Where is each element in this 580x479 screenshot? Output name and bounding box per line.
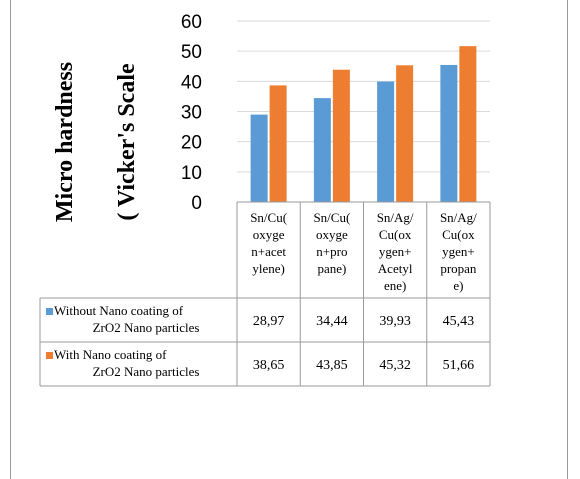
y-tick-label: 30 — [181, 103, 202, 124]
bar — [377, 81, 395, 202]
chart-frame — [10, 0, 568, 479]
category-label: Sn/Ag/ — [377, 210, 414, 225]
category-label: Sn/Ag/ — [440, 210, 477, 225]
bars — [250, 46, 477, 203]
legend-label: Without Nano coating of — [54, 303, 184, 318]
y-tick-label: 40 — [181, 72, 202, 93]
data-table: Sn/Cu( oxyge n+acet ylene) Sn/Cu( oxyge n+pro p… — [39, 201, 491, 387]
legend-label: ZrO2 Nano particles — [93, 364, 200, 379]
data-label: 51,66 — [443, 358, 475, 373]
legend-key — [46, 352, 53, 359]
y-tick-label: 10 — [181, 163, 202, 184]
data-label: 38,65 — [253, 358, 285, 373]
legend-label: ZrO2 Nano particles — [93, 320, 200, 335]
bar — [269, 85, 287, 202]
y-tick-label: 0 — [191, 193, 202, 214]
y-tick-label: 60 — [181, 12, 202, 33]
data-label: 43,85 — [316, 358, 348, 373]
category-label: oxyge — [316, 227, 348, 242]
data-label: 45,43 — [443, 314, 475, 329]
category-label: n+pro — [316, 244, 347, 259]
category-label: pane) — [317, 261, 346, 276]
y-axis-title: Micro hardness ( Vicker's Scale — [52, 62, 140, 222]
category-label: ylene) — [252, 261, 284, 276]
category-label: ygen+ — [442, 244, 475, 259]
legend-label: With Nano coating of — [54, 347, 167, 362]
bar — [459, 46, 477, 203]
category-label: Acetyl — [378, 261, 413, 276]
y-axis-title-line: Micro hardness — [52, 62, 78, 222]
category-label: Cu(ox — [442, 227, 475, 242]
y-axis-title-line: ( Vicker's Scale — [114, 63, 140, 221]
category-label: Sn/Cu( — [313, 210, 350, 225]
category-label: propan — [440, 261, 477, 276]
category-label: ene) — [384, 278, 406, 293]
category-label: n+acet — [251, 244, 286, 259]
bar — [396, 65, 414, 202]
bar — [440, 64, 458, 202]
data-label: 39,93 — [379, 314, 411, 329]
bar — [332, 69, 350, 202]
bar — [250, 114, 268, 202]
y-tick-label: 20 — [181, 133, 202, 154]
category-label: Sn/Cu( — [250, 210, 287, 225]
y-tick-labels: 0 10 20 30 40 50 60 — [181, 12, 202, 214]
category-label: Cu(ox — [379, 227, 412, 242]
y-tick-label: 50 — [181, 42, 202, 63]
bar — [313, 98, 331, 202]
category-label: oxyge — [253, 227, 285, 242]
data-label: 28,97 — [253, 314, 285, 329]
legend-key — [46, 308, 53, 315]
category-label: e) — [453, 278, 463, 293]
category-label: ygen+ — [379, 244, 412, 259]
data-label: 45,32 — [379, 358, 411, 373]
data-label: 34,44 — [316, 314, 348, 329]
